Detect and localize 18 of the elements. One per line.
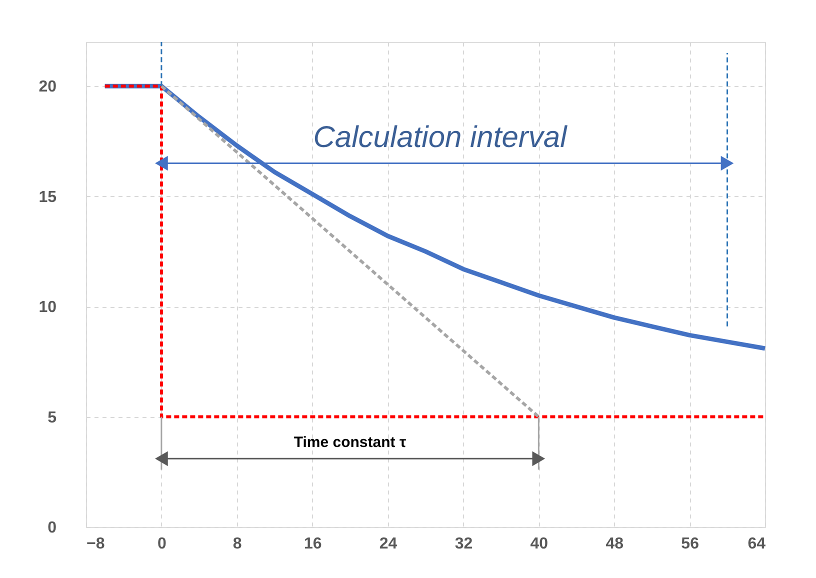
x-tick-label: 64 <box>748 536 766 552</box>
x-tick-label: 56 <box>681 536 700 552</box>
line-series <box>102 84 768 351</box>
y-tick-label: 0 <box>48 520 57 536</box>
x-tick-label: −8 <box>86 536 105 552</box>
x-tick-label: 0 <box>157 536 166 552</box>
y-tick-label: 10 <box>38 299 57 316</box>
y-tick-label: 15 <box>38 188 57 206</box>
x-tick-label: 40 <box>530 536 548 552</box>
annotation: Calculation interval <box>313 121 568 154</box>
x-tick-label: 16 <box>304 536 322 552</box>
x-tick-label: 32 <box>454 536 473 552</box>
x-tick-label: 8 <box>232 536 242 552</box>
x-tick-label: 24 <box>379 536 398 552</box>
y-tick-label: 20 <box>38 78 57 96</box>
annotation: Time constant τ <box>294 434 406 451</box>
x-tick-label: 48 <box>606 536 624 552</box>
y-tick-label: 5 <box>48 409 57 426</box>
